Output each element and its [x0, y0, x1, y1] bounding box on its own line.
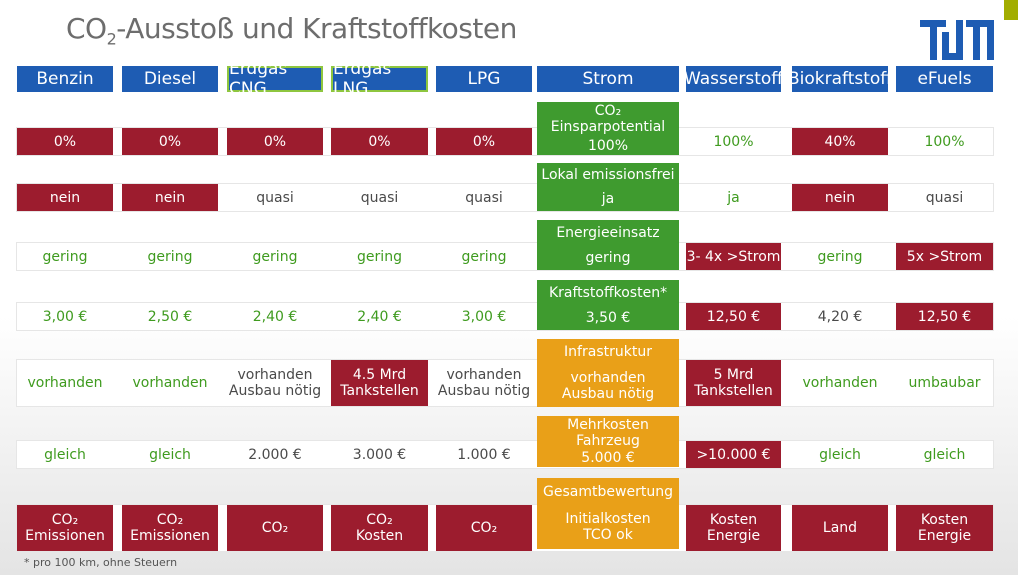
table-cell: gleich — [819, 446, 861, 463]
table-cell: gleich — [923, 446, 966, 463]
table-cell: nein — [17, 184, 113, 211]
row-band — [17, 441, 993, 468]
center-criteria-box: Lokal emissionsfrei ja — [537, 163, 679, 211]
criteria-label: Energieeinsatz — [556, 224, 660, 241]
criteria-label: Gesamtbewertung — [543, 483, 673, 500]
table-cell: 0% — [122, 128, 218, 155]
header-erdgas-lng: Erdgas LNG — [331, 59, 428, 99]
table-cell: 2,40 € — [357, 308, 402, 325]
corner-accent — [1004, 0, 1018, 20]
table-cell: umbaubar — [908, 375, 981, 391]
table-cell: 4,20 € — [817, 308, 863, 325]
header-lpg: LPG — [436, 66, 532, 92]
table-cell: CO₂ Kosten — [331, 505, 428, 551]
table-cell: gering — [357, 248, 402, 265]
table-cell: 3,00 € — [461, 308, 507, 325]
header-biokraftstoff: Biokraftstoff — [788, 66, 892, 92]
table-cell: Kosten Energie — [896, 505, 993, 551]
criteria-label: Lokal emissionsfrei — [541, 167, 675, 183]
row-band — [17, 243, 993, 270]
table-cell: vorhanden Ausbau nötig — [228, 367, 322, 399]
table-cell: 0% — [227, 128, 323, 155]
header-wasserstoff: Wasserstoff — [684, 66, 783, 92]
criteria-value: 100% — [587, 137, 629, 154]
header-diesel: Diesel — [122, 66, 218, 92]
table-cell: 2.000 € — [248, 446, 302, 463]
table-cell: gering — [147, 248, 193, 265]
table-cell: 2,50 € — [147, 308, 193, 325]
table-cell: >10.000 € — [686, 441, 781, 468]
table-cell: 1.000 € — [457, 446, 511, 463]
table-cell: vorhanden Ausbau nötig — [437, 367, 531, 399]
table-cell: quasi — [465, 189, 503, 206]
table-cell: 5x >Strom — [896, 243, 993, 270]
criteria-label: CO₂ Einsparpotential — [550, 103, 666, 136]
table-cell: Kosten Energie — [686, 505, 781, 551]
table-cell: gering — [817, 248, 863, 265]
criteria-value: 5.000 € — [581, 450, 635, 467]
table-cell: 100% — [713, 133, 754, 150]
footnote: * pro 100 km, ohne Steuern — [24, 556, 178, 569]
table-cell: CO₂ — [436, 505, 532, 551]
table-cell: 5 Mrd Tankstellen — [686, 360, 781, 406]
table-cell: ja — [727, 189, 740, 206]
table-cell: CO₂ — [227, 505, 323, 551]
center-criteria-box: CO₂ Einsparpotential 100% — [537, 102, 679, 155]
table-cell: 12,50 € — [686, 303, 781, 330]
table-cell: 3,00 € — [42, 308, 88, 325]
table-cell: 40% — [792, 128, 888, 155]
center-criteria-box: Energieeinsatz gering — [537, 220, 679, 270]
table-cell: quasi — [925, 189, 964, 206]
header-erdgas-cng: Erdgas CNG — [227, 59, 323, 99]
criteria-value: Initialkosten TCO ok — [565, 511, 651, 544]
tum-logo-icon — [920, 20, 994, 60]
table-cell: gering — [42, 248, 88, 265]
center-criteria-box: Kraftstoffkosten* 3,50 € — [537, 280, 679, 330]
table-cell: 100% — [924, 133, 965, 150]
criteria-label: Kraftstoffkosten* — [548, 284, 668, 301]
center-criteria-box: Infrastruktur vorhanden Ausbau nötig — [537, 339, 679, 407]
criteria-value: 3,50 € — [585, 309, 631, 326]
table-cell: nein — [792, 184, 888, 211]
table-cell: nein — [122, 184, 218, 211]
table-cell: 0% — [331, 128, 428, 155]
center-criteria-box: Gesamtbewertung Initialkosten TCO ok — [537, 478, 679, 549]
table-cell: quasi — [256, 189, 294, 206]
table-cell: Land — [792, 505, 888, 551]
center-criteria-box: Mehrkosten Fahrzeug 5.000 € — [537, 416, 679, 467]
table-cell: vorhanden — [802, 375, 878, 391]
table-cell: 12,50 € — [896, 303, 993, 330]
row-band — [17, 303, 993, 330]
criteria-label: Mehrkosten Fahrzeug — [567, 416, 649, 449]
table-cell: vorhanden — [132, 375, 208, 391]
table-cell: CO₂ Emissionen — [17, 505, 113, 551]
criteria-label: Infrastruktur — [564, 344, 652, 360]
table-cell: 3.000 € — [352, 446, 407, 463]
header-strom: Strom — [537, 66, 679, 92]
table-cell: gleich — [149, 446, 191, 463]
table-cell: CO₂ Emissionen — [122, 505, 218, 551]
criteria-value: gering — [585, 249, 631, 266]
table-cell: 2,40 € — [252, 308, 298, 325]
table-cell: vorhanden — [27, 375, 103, 391]
table-cell: 3- 4x >Strom — [686, 243, 781, 270]
row-band — [17, 360, 993, 406]
header-benzin: Benzin — [17, 66, 113, 92]
table-cell: gering — [461, 248, 507, 265]
criteria-value: ja — [601, 191, 615, 207]
table-cell: gering — [252, 248, 298, 265]
table-cell: 0% — [436, 128, 532, 155]
table-cell: quasi — [360, 189, 399, 206]
table-cell: 0% — [17, 128, 113, 155]
table-cell: gleich — [44, 446, 86, 463]
header-efuels: eFuels — [896, 66, 993, 92]
slide-title: CO2-Ausstoß und Kraftstoffkosten — [66, 12, 517, 49]
table-cell: 4.5 Mrd Tankstellen — [331, 360, 428, 406]
criteria-value: vorhanden Ausbau nötig — [561, 370, 655, 402]
